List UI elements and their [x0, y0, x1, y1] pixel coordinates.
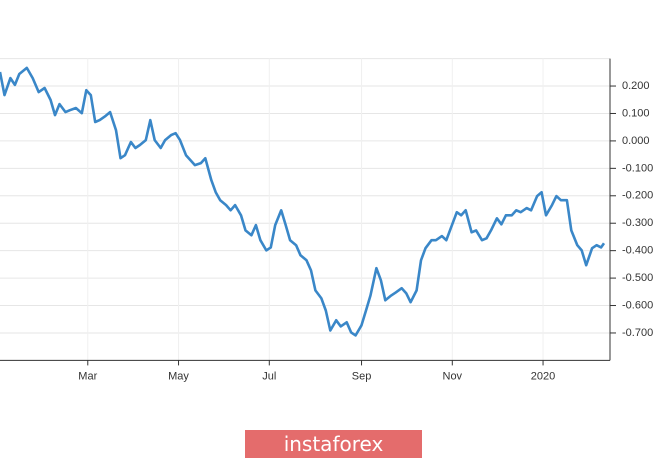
x-tick-label: May: [168, 370, 189, 382]
x-tick-label: 2020: [531, 370, 555, 382]
y-tick-label: -0.100: [622, 162, 653, 174]
watermark-badge: instaforex: [245, 430, 422, 458]
y-tick-label: 0.000: [622, 135, 650, 147]
data-line: [0, 66, 606, 337]
x-tick-label: Sep: [352, 370, 372, 382]
y-tick-label: -0.300: [622, 217, 653, 229]
y-tick-label: -0.200: [622, 190, 653, 202]
y-tick-label: -0.600: [622, 299, 653, 311]
y-tick-label: 0.100: [622, 107, 650, 119]
chart: 0.200 0.100 0.000 -0.100 -0.200 -0.300 -0.400 -…: [0, 58, 653, 382]
x-tick-label: Nov: [443, 370, 463, 382]
y-tick-label: -0.400: [622, 245, 653, 257]
x-tick-label: Jul: [262, 370, 276, 382]
y-tick-label: -0.500: [622, 272, 653, 284]
x-tick-label: Mar: [78, 370, 97, 382]
y-tick-label: 0.200: [622, 80, 650, 92]
y-tick-label: -0.700: [622, 327, 653, 339]
